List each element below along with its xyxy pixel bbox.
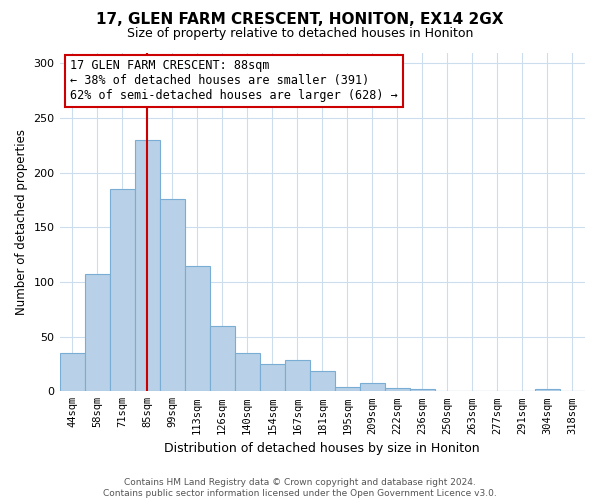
Text: 17 GLEN FARM CRESCENT: 88sqm
← 38% of detached houses are smaller (391)
62% of s: 17 GLEN FARM CRESCENT: 88sqm ← 38% of de… (70, 60, 398, 102)
Bar (310, 370, 335, 392)
Bar (185, 266, 209, 392)
Bar (110, 189, 134, 392)
Bar (360, 382, 385, 392)
Bar (535, 389, 560, 392)
Bar (209, 326, 235, 392)
Text: 17, GLEN FARM CRESCENT, HONITON, EX14 2GX: 17, GLEN FARM CRESCENT, HONITON, EX14 2G… (96, 12, 504, 28)
Bar (385, 388, 410, 392)
Bar (134, 140, 160, 392)
Bar (235, 353, 260, 392)
Bar (85, 274, 110, 392)
Text: Contains HM Land Registry data © Crown copyright and database right 2024.
Contai: Contains HM Land Registry data © Crown c… (103, 478, 497, 498)
Bar (285, 360, 310, 392)
Text: Size of property relative to detached houses in Honiton: Size of property relative to detached ho… (127, 28, 473, 40)
Bar (410, 389, 435, 392)
Bar (160, 199, 185, 392)
X-axis label: Distribution of detached houses by size in Honiton: Distribution of detached houses by size … (164, 442, 480, 455)
Bar (59, 353, 85, 392)
Bar (260, 364, 285, 392)
Bar (335, 387, 360, 392)
Y-axis label: Number of detached properties: Number of detached properties (15, 129, 28, 315)
